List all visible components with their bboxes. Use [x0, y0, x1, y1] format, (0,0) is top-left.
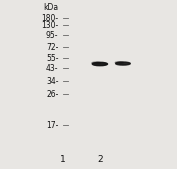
Ellipse shape — [116, 62, 130, 65]
Text: 26-: 26- — [46, 90, 58, 99]
Text: 55-: 55- — [46, 54, 58, 63]
Text: 43-: 43- — [46, 64, 58, 73]
Text: 34-: 34- — [46, 77, 58, 86]
Ellipse shape — [92, 62, 100, 64]
Text: 17-: 17- — [46, 121, 58, 130]
Text: kDa: kDa — [43, 3, 58, 12]
Text: 2: 2 — [97, 155, 103, 164]
Text: 180-: 180- — [41, 14, 58, 23]
Ellipse shape — [119, 63, 130, 64]
Ellipse shape — [96, 63, 107, 65]
Ellipse shape — [92, 62, 107, 66]
Text: 130-: 130- — [41, 21, 58, 30]
Ellipse shape — [115, 62, 123, 64]
Text: 1: 1 — [60, 155, 66, 164]
Text: 72-: 72- — [46, 43, 58, 52]
Text: 95-: 95- — [46, 31, 58, 40]
